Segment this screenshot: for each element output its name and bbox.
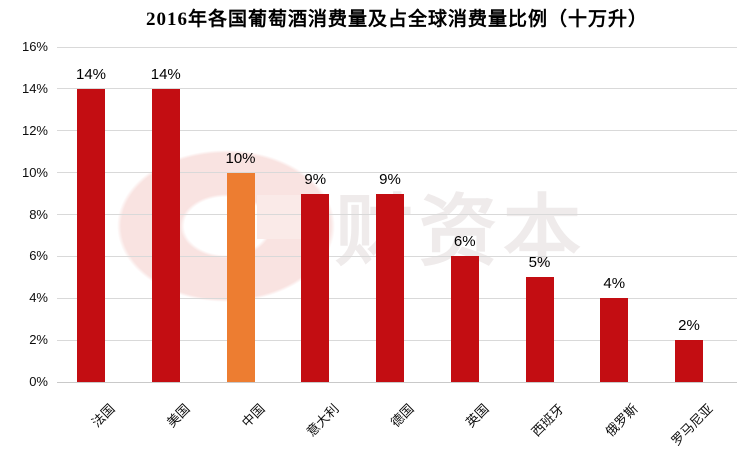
bar-value-label: 5% [528,254,551,272]
bar-西班牙 [525,277,554,382]
bar-法国 [77,88,105,382]
y-tick-label: 4% [29,290,48,306]
bar-value-label: 10% [225,149,256,167]
chart-title: 2016年各国葡萄酒消费量及占全球消费量比例（十万升） [145,9,648,30]
gridline-16pct [57,46,737,48]
gridline-10pct [57,172,737,174]
watermark-logo-notch [257,195,303,239]
x-category-label-法国: 法国 [88,401,118,431]
plot-area: 财资本 0% 2% 4% 6% 8% 10% 12% 14% 16% 14% 14% 10% 9% 9%… [22,39,737,449]
y-tick-label: 0% [29,374,48,389]
bar-英国 [450,256,479,382]
bar-value-label: 4% [603,275,626,293]
gridline-14pct [57,88,737,90]
bar-意大利 [301,193,330,382]
y-tick-label: 12% [21,122,48,138]
y-tick-label: 2% [29,332,48,348]
y-tick-label: 6% [29,248,48,264]
bar-中国 [226,172,255,382]
gridline-0pct [57,381,737,383]
bar-value-label: 9% [379,170,401,188]
bar-value-label: 14% [150,65,181,83]
bar-value-label: 2% [678,317,700,335]
y-tick-label: 14% [21,80,48,96]
bar-value-label: 14% [75,65,107,83]
bar-value-label: 6% [453,233,476,251]
bar-罗马尼亚 [675,340,703,382]
bar-俄罗斯 [600,298,629,382]
y-tick-label: 8% [29,206,48,222]
bar-德国 [376,193,404,382]
bar-value-label: 9% [304,170,327,188]
y-tick-label: 10% [21,164,48,180]
gridline-12pct [57,130,737,132]
bar-美国 [151,88,180,382]
y-tick-label: 16% [21,39,48,54]
